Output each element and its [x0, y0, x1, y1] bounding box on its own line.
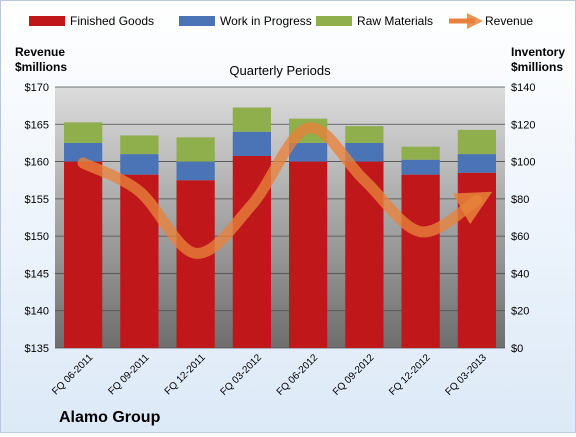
bar-work-in-progress: [402, 160, 440, 175]
right-axis-tick-label: $120: [511, 119, 535, 131]
right-axis-title-line2: $millions: [511, 60, 563, 74]
right-axis-tick-label: $80: [511, 194, 529, 206]
legend: Finished Goods Work in Progress Raw Mate…: [29, 14, 533, 28]
bar-work-in-progress: [120, 154, 158, 175]
bar-work-in-progress: [233, 132, 271, 156]
right-axis-tick-label: $100: [511, 157, 535, 169]
legend-label-finished-goods: Finished Goods: [70, 14, 154, 28]
bar-finished-goods: [177, 180, 215, 348]
left-axis-tick-label: $155: [25, 194, 49, 206]
category-label: FQ 06-2012: [275, 352, 321, 398]
legend-label-work-in-progress: Work in Progress: [220, 14, 312, 28]
bar-raw-materials: [458, 130, 496, 154]
left-axis-title-line2: $millions: [15, 60, 67, 74]
bar-raw-materials: [64, 122, 102, 143]
bar-raw-materials: [345, 126, 383, 143]
legend-label-revenue: Revenue: [485, 14, 533, 28]
left-axis-tick-label: $140: [25, 306, 49, 318]
bar-finished-goods: [289, 162, 327, 348]
right-axis-title-line1: Inventory: [511, 45, 565, 59]
bar-raw-materials: [402, 147, 440, 160]
left-axis-ticks: $135 $140 $145 $150 $155 $160 $165 $170: [25, 82, 49, 355]
bar-work-in-progress: [177, 162, 215, 181]
bar-finished-goods: [402, 175, 440, 348]
right-axis-tick-label: $140: [511, 82, 535, 94]
left-axis-tick-label: $150: [25, 231, 49, 243]
left-axis-tick-label: $135: [25, 343, 49, 355]
bar-raw-materials: [120, 135, 158, 154]
right-axis-tick-label: $40: [511, 268, 529, 280]
left-axis-tick-label: $170: [25, 82, 49, 94]
category-label: FQ 09-2012: [331, 352, 377, 398]
category-label: FQ 06-2011: [50, 352, 95, 397]
left-axis-tick-label: $160: [25, 157, 49, 169]
company-name: Alamo Group: [59, 409, 161, 426]
category-label: FQ 12-2011: [163, 352, 208, 397]
category-label: FQ 12-2012: [387, 352, 433, 398]
category-label: FQ 09-2011: [107, 352, 152, 397]
left-axis-tick-label: $145: [25, 268, 49, 280]
bar-raw-materials: [233, 108, 271, 132]
right-axis-tick-label: $60: [511, 231, 529, 243]
right-axis-ticks: $0 $20 $40 $60 $80 $100 $120 $140: [511, 82, 535, 355]
legend-swatch-finished-goods: [29, 16, 65, 26]
legend-swatch-work-in-progress: [179, 16, 215, 26]
left-axis-tick-label: $165: [25, 119, 49, 131]
left-axis-title-line1: Revenue: [15, 45, 65, 59]
bar-raw-materials: [177, 137, 215, 161]
right-axis-tick-label: $20: [511, 306, 529, 318]
bar-work-in-progress: [458, 154, 496, 173]
category-label: FQ 03-2013: [443, 352, 489, 398]
bar-finished-goods: [64, 162, 102, 348]
chart-subtitle: Quarterly Periods: [229, 63, 331, 78]
legend-swatch-raw-materials: [316, 16, 352, 26]
legend-label-raw-materials: Raw Materials: [357, 14, 433, 28]
right-axis-tick-label: $0: [511, 343, 523, 355]
category-label: FQ 03-2012: [218, 352, 264, 398]
